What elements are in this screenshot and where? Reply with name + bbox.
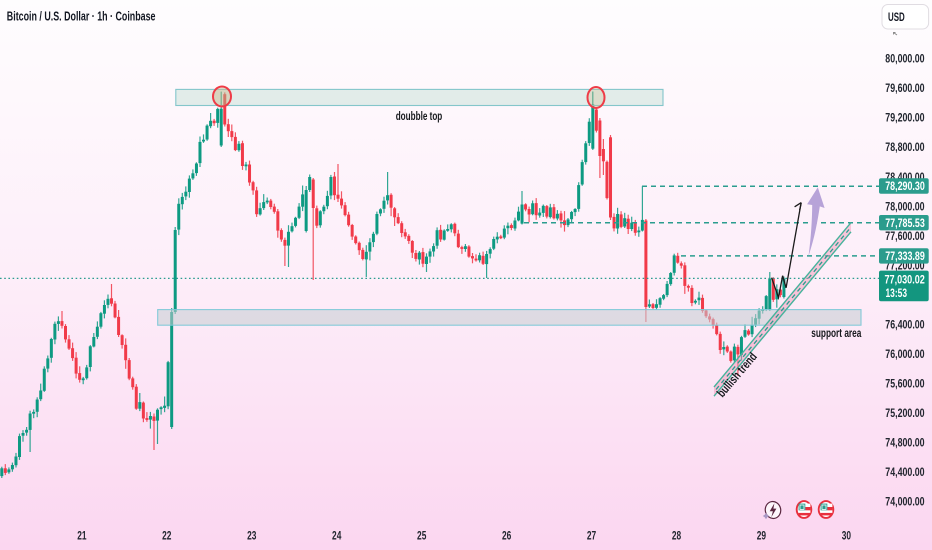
svg-text:79,600.00: 79,600.00 xyxy=(885,81,924,95)
svg-text:74,400.00: 74,400.00 xyxy=(885,465,924,479)
svg-text:77,030.02: 77,030.02 xyxy=(885,273,925,287)
svg-text:24: 24 xyxy=(332,529,341,543)
svg-text:26: 26 xyxy=(502,529,511,543)
svg-text:78,290.30: 78,290.30 xyxy=(885,179,925,193)
svg-text:75,200.00: 75,200.00 xyxy=(885,406,924,420)
svg-text:doubble top: doubble top xyxy=(396,109,443,123)
svg-text:support area: support area xyxy=(811,326,861,340)
svg-text:27: 27 xyxy=(587,529,596,543)
svg-text:22: 22 xyxy=(162,529,171,543)
svg-text:30: 30 xyxy=(842,529,851,543)
svg-text:USD: USD xyxy=(888,10,905,24)
svg-text:23: 23 xyxy=(247,529,256,543)
svg-text:76,400.00: 76,400.00 xyxy=(885,317,924,331)
svg-text:77,600.00: 77,600.00 xyxy=(885,229,924,243)
svg-text:29: 29 xyxy=(757,529,766,543)
svg-text:Bitcoin / U.S. Dollar · 1h · C: Bitcoin / U.S. Dollar · 1h · Coinbase xyxy=(7,8,156,23)
svg-text:78,000.00: 78,000.00 xyxy=(885,199,924,213)
svg-text:77,785.53: 77,785.53 xyxy=(885,216,925,230)
svg-text:78,800.00: 78,800.00 xyxy=(885,140,924,154)
svg-text:75,600.00: 75,600.00 xyxy=(885,376,924,390)
svg-text:74,000.00: 74,000.00 xyxy=(885,494,924,508)
svg-text:74,800.00: 74,800.00 xyxy=(885,435,924,449)
svg-text:79,200.00: 79,200.00 xyxy=(885,111,924,125)
svg-text:21: 21 xyxy=(77,529,86,543)
svg-text:25: 25 xyxy=(417,529,426,543)
svg-text:77,333.89: 77,333.89 xyxy=(885,249,925,263)
svg-text:76,000.00: 76,000.00 xyxy=(885,347,924,361)
svg-text:28: 28 xyxy=(672,529,681,543)
svg-text:80,000.00: 80,000.00 xyxy=(885,52,924,66)
svg-text:13:53: 13:53 xyxy=(886,286,908,300)
